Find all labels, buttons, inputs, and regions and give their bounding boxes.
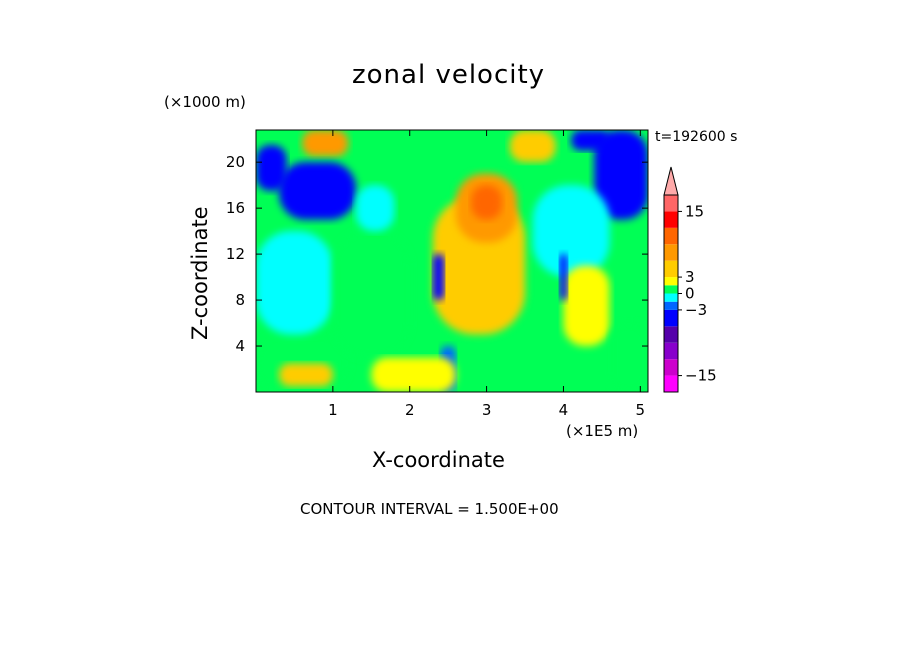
field-region (279, 363, 333, 387)
field-region (432, 254, 445, 301)
x-tick-label: 1 (328, 401, 338, 419)
y-tick-label: 4 (235, 337, 245, 355)
velocity-field (256, 130, 648, 392)
colorbar-tick-label: 15 (685, 202, 704, 220)
field-region (256, 144, 287, 191)
field-region (471, 185, 502, 220)
field-region (355, 185, 395, 232)
field-region (594, 130, 648, 220)
colorbar-swatch (664, 211, 678, 228)
colorbar-swatch (664, 359, 678, 376)
time-label: t=192600 s (655, 129, 738, 145)
colorbar-swatch (664, 227, 678, 245)
y-tick-label: 20 (226, 153, 245, 171)
field-region (371, 357, 456, 392)
field-region (532, 185, 610, 278)
x-axis-unit: (×1E5 m) (566, 422, 639, 440)
field-region (563, 265, 610, 347)
colorbar-tick-label: 0 (685, 285, 695, 303)
y-axis-ticks: 4 8 12 16 20 (226, 153, 648, 355)
colorbar-tick-label: −15 (685, 367, 717, 385)
chart-title: zonal velocity (352, 60, 546, 90)
x-axis-label: X-coordinate (372, 448, 505, 472)
colorbar-tick-label: 3 (685, 268, 695, 286)
colorbar-swatch (664, 293, 678, 302)
y-tick-label: 8 (235, 291, 245, 309)
y-axis-unit: (×1000 m) (164, 93, 246, 111)
colorbar-swatch (664, 301, 678, 310)
colorbar-swatch (664, 285, 678, 294)
field-region (509, 130, 556, 163)
y-tick-label: 12 (226, 245, 245, 263)
field-region (609, 323, 648, 392)
colorbar-swatch (664, 277, 678, 286)
colorbar-swatch (664, 244, 678, 261)
field-region (571, 130, 610, 151)
contour-interval-label: CONTOUR INTERVAL = 1.500E+00 (300, 500, 559, 518)
colorbar-swatch (664, 195, 678, 212)
colorbar: 15 30−3 −15 (663, 166, 717, 393)
field-region (279, 162, 356, 220)
colorbar-swatch (664, 326, 678, 343)
colorbar-extension (663, 166, 679, 196)
x-axis-ticks: 1 2 3 4 5 (328, 130, 645, 419)
x-tick-label: 4 (559, 401, 569, 419)
field-region (256, 231, 333, 335)
field-region (332, 231, 410, 358)
x-tick-label: 2 (405, 401, 415, 419)
colorbar-swatch (664, 375, 678, 392)
colorbar-swatch (664, 260, 678, 278)
plot-frame (255, 129, 649, 393)
field-region (559, 254, 568, 301)
field-region (302, 130, 349, 157)
y-tick-label: 16 (226, 199, 245, 217)
colorbar-swatch (664, 342, 678, 360)
colorbar-swatch (664, 309, 678, 327)
x-tick-label: 3 (482, 401, 492, 419)
colorbar-tick-label: −3 (685, 301, 707, 319)
x-tick-label: 5 (636, 401, 646, 419)
